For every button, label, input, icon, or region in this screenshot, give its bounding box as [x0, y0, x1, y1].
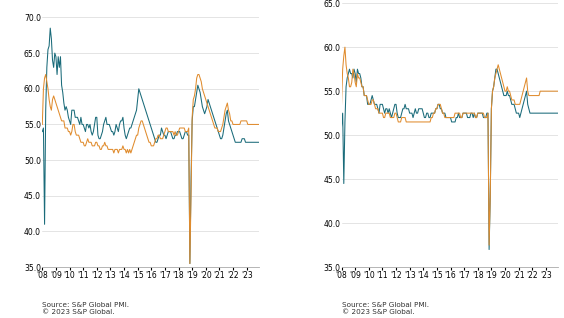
Services: [127, 151, 134, 155]
Manufacturing: [475, 111, 482, 115]
Services: [66, 130, 73, 134]
Manufacturing: [463, 111, 470, 115]
Services: [448, 116, 455, 120]
Services: [429, 116, 436, 120]
Manufacturing: [365, 102, 372, 106]
Manufacturing: [486, 248, 492, 252]
Manufacturing: [555, 111, 562, 115]
Manufacturing: [39, 130, 46, 134]
Line: Services: Services: [42, 74, 259, 264]
Text: Source: S&P Global PMI.
© 2023 S&P Global.: Source: S&P Global PMI. © 2023 S&P Globa…: [342, 302, 429, 315]
Manufacturing: [338, 124, 345, 128]
Manufacturing: [164, 133, 170, 137]
Services: [39, 122, 46, 126]
Line: Manufacturing: Manufacturing: [342, 69, 558, 250]
Services: [177, 126, 183, 130]
Line: Services: Services: [342, 47, 558, 245]
Manufacturing: [66, 119, 73, 123]
Services: [486, 243, 492, 247]
Manufacturing: [448, 120, 455, 124]
Manufacturing: [149, 130, 156, 134]
Services: [255, 122, 262, 126]
Services: [342, 45, 349, 49]
Manufacturing: [127, 126, 134, 130]
Manufacturing: [427, 116, 434, 120]
Line: Manufacturing: Manufacturing: [42, 28, 259, 264]
Services: [130, 144, 136, 148]
Text: Source: S&P Global PMI.
© 2023 S&P Global.: Source: S&P Global PMI. © 2023 S&P Globa…: [42, 302, 129, 315]
Manufacturing: [177, 130, 183, 134]
Services: [365, 102, 372, 106]
Services: [427, 120, 434, 124]
Services: [164, 126, 170, 130]
Services: [338, 102, 345, 106]
Manufacturing: [255, 140, 262, 144]
Services: [149, 144, 156, 148]
Services: [475, 111, 482, 115]
Services: [463, 111, 470, 115]
Manufacturing: [187, 262, 193, 266]
Manufacturing: [47, 26, 54, 30]
Services: [42, 73, 49, 76]
Services: [187, 262, 193, 266]
Manufacturing: [429, 111, 436, 115]
Manufacturing: [130, 119, 136, 123]
Services: [555, 89, 562, 93]
Manufacturing: [346, 67, 353, 71]
